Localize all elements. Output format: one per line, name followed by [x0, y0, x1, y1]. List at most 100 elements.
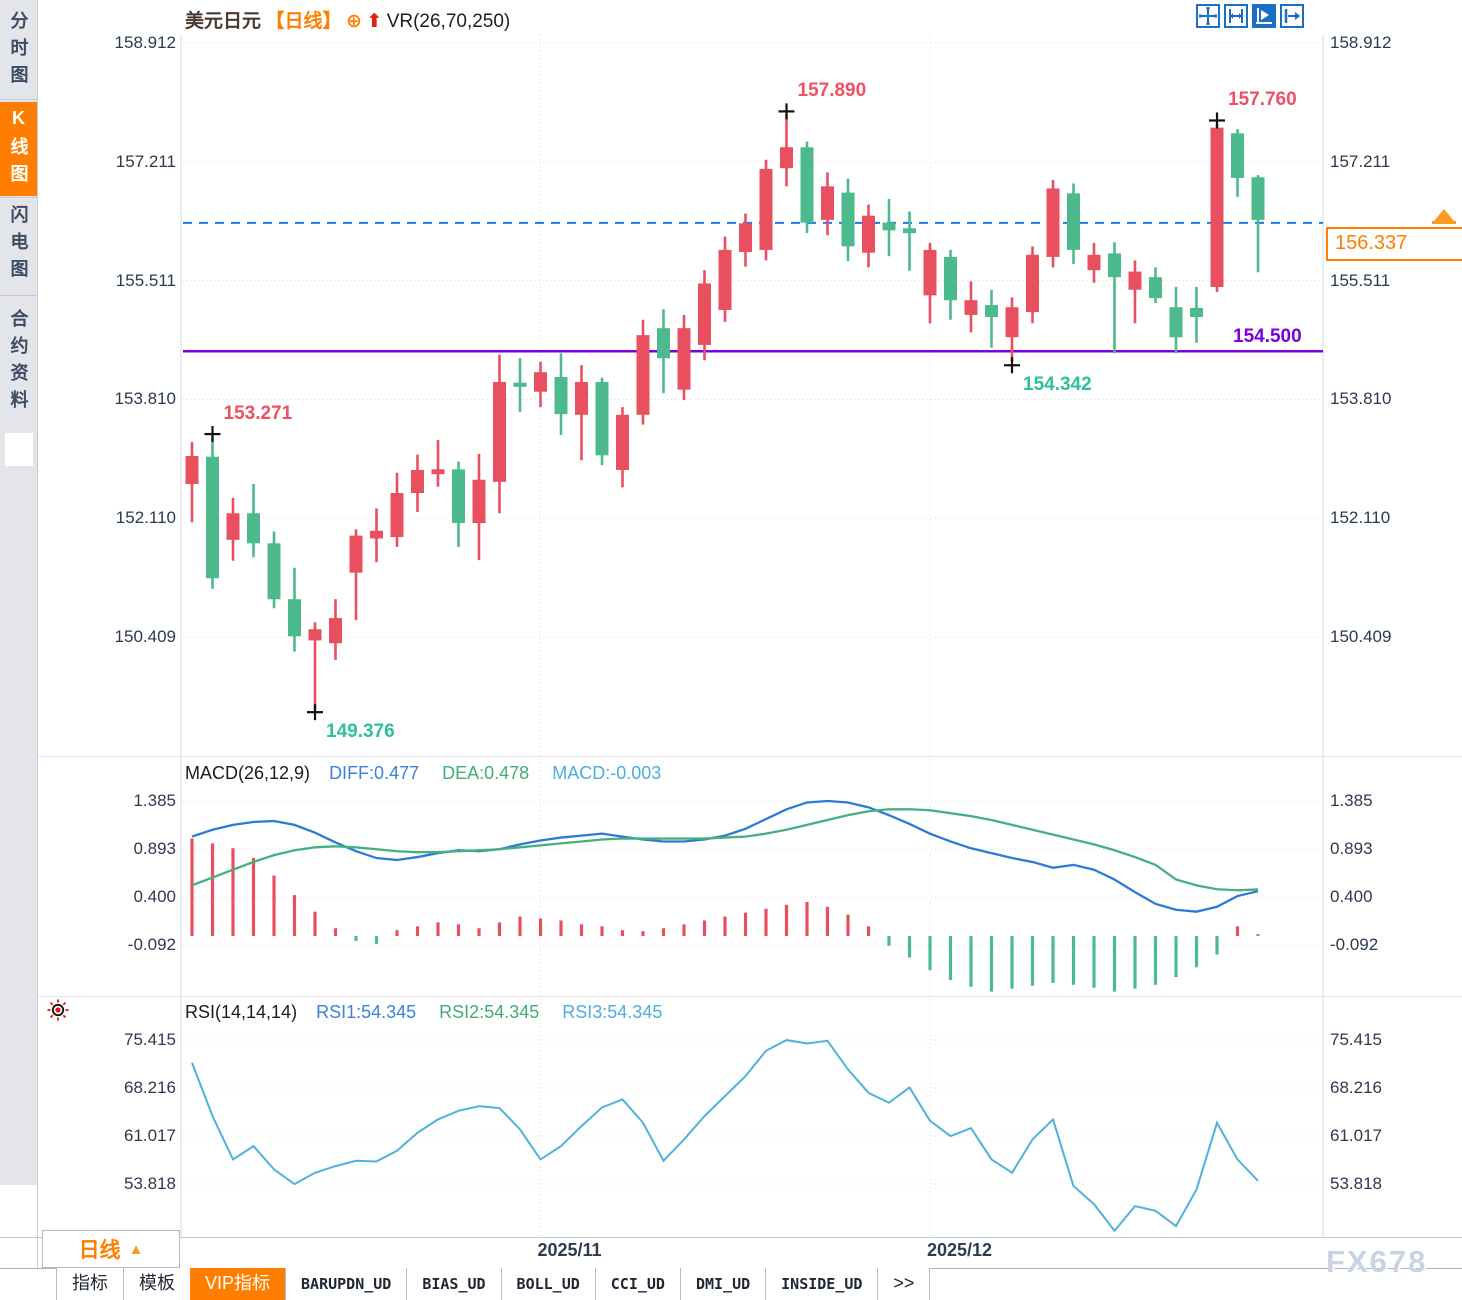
rsi2-value: RSI2:54.345: [439, 1002, 540, 1022]
high-annotation: 153.271: [223, 403, 293, 425]
macd-diff-value: DIFF:0.477: [329, 763, 420, 783]
candle: [1046, 180, 1060, 268]
pane-divider: [38, 756, 1462, 757]
candle: [185, 442, 199, 523]
period-selector[interactable]: 日线 ▲: [42, 1230, 180, 1268]
candle: [493, 354, 506, 514]
low-annotation: 149.376: [326, 721, 395, 743]
candle: [698, 270, 711, 361]
rsi-y-axis-label: 75.415: [1330, 1030, 1382, 1049]
candle: [964, 281, 978, 333]
auto-scale-icon[interactable]: [1252, 4, 1276, 28]
rsi-y-axis-label: 61.017: [1330, 1125, 1382, 1145]
fit-x-axis-icon[interactable]: [1224, 4, 1248, 28]
main-y-axis-label: 152.110: [1330, 508, 1391, 528]
main-y-axis-label: 152.110: [115, 508, 176, 528]
main-y-axis-label: 158.912: [114, 33, 176, 52]
high-annotation: 157.760: [1228, 89, 1297, 111]
candle: [226, 497, 240, 561]
tab-cci_ud[interactable]: CCI_UD: [594, 1268, 680, 1300]
chevron-up-icon: ▲: [128, 1240, 144, 1258]
candle: [882, 198, 896, 257]
candle: [431, 439, 445, 487]
main-y-axis-label: 155.511: [1330, 270, 1391, 290]
price-marker-icon: [1434, 209, 1454, 221]
tab-boll_ud[interactable]: BOLL_UD: [500, 1268, 595, 1300]
sidebar-blank-box: [5, 433, 33, 466]
tab-[interactable]: >>: [877, 1268, 931, 1300]
rsi-y-axis-label: 68.216: [124, 1077, 176, 1097]
price-marker-base: [1432, 221, 1456, 224]
macd-title[interactable]: MACD(26,12,9): [185, 763, 311, 783]
macd-y-axis-label: 1.385: [133, 791, 176, 810]
candle: [800, 141, 814, 234]
rsi-title[interactable]: RSI(14,14,14): [185, 1002, 298, 1022]
sidebar-separator: [0, 295, 37, 296]
candle: [657, 309, 670, 394]
x-axis-label: 2025/11: [537, 1240, 602, 1260]
add-indicator-icon[interactable]: ⊕: [345, 11, 362, 32]
rsi-y-axis-label: 61.017: [124, 1125, 176, 1145]
candle: [308, 622, 322, 710]
candle: [1190, 286, 1203, 343]
candle: [903, 211, 916, 271]
candle: [329, 599, 342, 660]
tab-bias_ud[interactable]: BIAS_UD: [406, 1268, 500, 1300]
tab-dmi_ud[interactable]: DMI_UD: [679, 1268, 765, 1300]
vr-indicator-label[interactable]: VR(26,70,250): [386, 11, 511, 32]
candle: [1169, 286, 1183, 354]
sidebar-item-2[interactable]: K线图: [0, 102, 37, 196]
tab-barupdn_ud[interactable]: BARUPDN_UD: [285, 1268, 406, 1300]
watermark: FX678: [1326, 1244, 1428, 1279]
main-y-axis-label: 153.810: [114, 389, 176, 409]
candle: [534, 361, 547, 408]
up-arrow-icon: ⬆: [366, 11, 383, 32]
candle: [349, 529, 363, 621]
candle: [1005, 297, 1019, 363]
chart-toolbar: [1196, 4, 1304, 28]
rsi-y-axis-label: 68.216: [1330, 1077, 1382, 1097]
main-y-axis-label: 153.810: [1330, 389, 1392, 409]
candle: [411, 454, 424, 512]
candle: [513, 358, 527, 412]
candle: [595, 377, 609, 466]
pan-tool-icon[interactable]: [1196, 4, 1220, 28]
candle: [718, 236, 732, 322]
indicator-tab-bar: 指标 模板 VIP指标 BARUPDN_UD BIAS_UD BOLL_UD CCI_UD D…: [56, 1268, 931, 1300]
low-annotation: 154.342: [1023, 374, 1092, 396]
main-y-axis-label: 155.511: [115, 270, 176, 290]
candle: [841, 178, 855, 262]
candle: [1087, 242, 1101, 283]
sidebar-divider: [37, 0, 38, 1268]
tab-vip指标[interactable]: VIP指标: [190, 1268, 286, 1300]
candle: [985, 289, 998, 348]
candle: [575, 365, 588, 461]
candle: [554, 353, 568, 436]
main-y-axis-label: 150.409: [114, 627, 176, 646]
scroll-to-latest-icon[interactable]: [1280, 4, 1304, 28]
period-tag[interactable]: 【日线】: [265, 11, 342, 32]
rsi-header: RSI(14,14,14) RSI1:54.345 RSI2:54.345 RS…: [185, 1002, 662, 1023]
candle: [677, 314, 691, 401]
sun-icon[interactable]: [46, 998, 70, 1027]
high-annotation: 157.890: [797, 80, 867, 102]
tab-inside_ud[interactable]: INSIDE_UD: [765, 1268, 877, 1300]
candle: [1026, 246, 1039, 324]
sidebar-item-3[interactable]: 闪电图: [8, 204, 29, 286]
candle: [636, 319, 650, 425]
rsi-y-axis-label: 53.818: [124, 1173, 176, 1193]
axis-divider: [0, 1237, 1462, 1238]
candle: [1231, 129, 1244, 197]
sidebar-item-4[interactable]: 合约资料: [8, 309, 29, 417]
candle: [1251, 175, 1265, 273]
symbol-title: 美元日元: [185, 11, 262, 32]
candle: [247, 483, 260, 558]
tab-模板[interactable]: 模板: [123, 1268, 190, 1300]
main-y-axis-label: 157.211: [1330, 151, 1391, 171]
tab-指标[interactable]: 指标: [56, 1268, 123, 1300]
macd-macd-value: MACD:-0.003: [552, 763, 662, 783]
macd-y-axis-label: 0.400: [133, 887, 176, 907]
sidebar-item-1[interactable]: 分时图: [8, 10, 29, 92]
